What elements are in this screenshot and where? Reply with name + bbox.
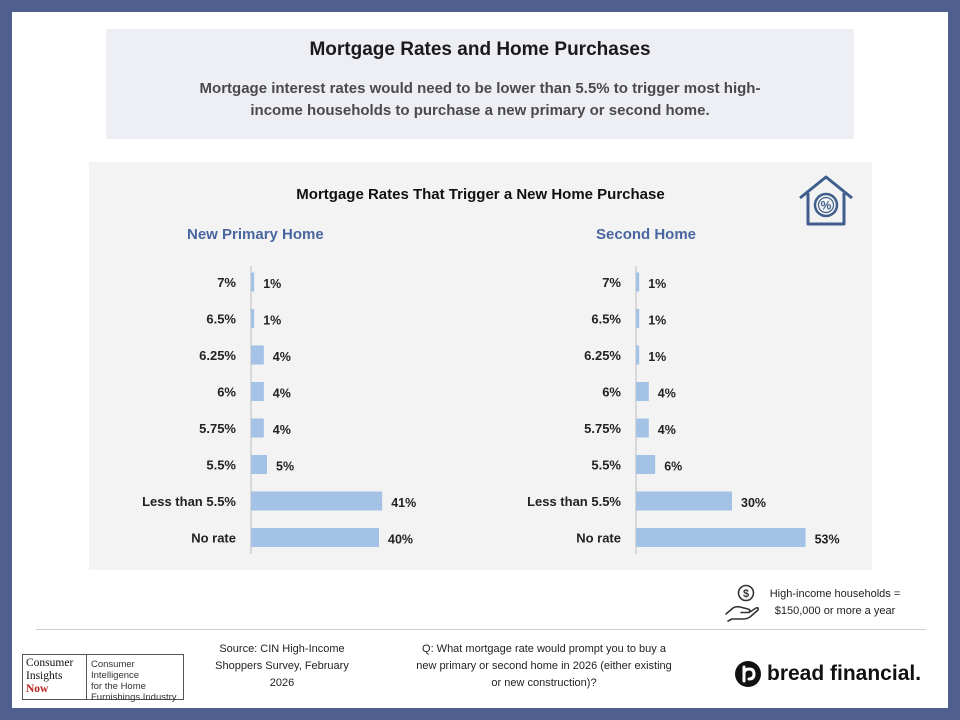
cin-logo-wordmark: Consumer Insights Now xyxy=(23,655,87,699)
data-label: 6% xyxy=(664,460,682,474)
category-label: 6.25% xyxy=(584,348,621,363)
house-percent-icon: % xyxy=(799,175,853,226)
cin-tag-3: Furnishings Industry xyxy=(91,692,177,703)
category-label: 6% xyxy=(602,385,621,400)
panel-heading-primary: New Primary Home xyxy=(187,226,324,243)
panel-heading-second: Second Home xyxy=(596,226,697,243)
header-box: Mortgage Rates and Home Purchases Mortga… xyxy=(106,29,854,139)
data-label: 4% xyxy=(658,423,676,437)
cin-tag-2: for the Home xyxy=(91,681,146,692)
income-note-line2: $150,000 or more a year xyxy=(774,605,896,617)
data-label: 41% xyxy=(391,496,416,510)
data-label: 1% xyxy=(648,314,666,328)
bar xyxy=(636,309,640,328)
bar xyxy=(251,491,383,511)
bar xyxy=(251,345,264,365)
bar xyxy=(636,528,806,547)
bar xyxy=(636,272,640,292)
bar xyxy=(636,491,732,511)
bread-financial-logo: bread financial. xyxy=(735,661,921,687)
category-label: No rate xyxy=(576,531,621,546)
bar xyxy=(636,382,649,401)
page-title: Mortgage Rates and Home Purchases xyxy=(309,39,651,60)
data-label: 4% xyxy=(273,387,291,401)
category-label: 6.5% xyxy=(206,312,236,327)
bread-financial-mark-icon xyxy=(735,661,761,687)
bar xyxy=(636,345,640,365)
data-label: 40% xyxy=(388,533,413,547)
bar xyxy=(251,309,255,328)
category-label: 5.5% xyxy=(206,458,236,473)
chart-panel: Mortgage Rates That Trigger a New Home P… xyxy=(89,162,872,570)
bar xyxy=(251,382,264,401)
bar xyxy=(636,455,656,474)
data-label: 4% xyxy=(273,350,291,364)
data-label: 30% xyxy=(741,496,766,510)
data-label: 1% xyxy=(263,314,281,328)
data-label: 1% xyxy=(648,277,666,291)
bar xyxy=(251,272,255,292)
category-label: 6.5% xyxy=(591,312,621,327)
chart-title: Mortgage Rates That Trigger a New Home P… xyxy=(296,186,665,203)
category-label: Less than 5.5% xyxy=(527,494,621,509)
category-label: No rate xyxy=(191,531,236,546)
data-label: 5% xyxy=(276,460,294,474)
data-label: 1% xyxy=(263,277,281,291)
cin-logo-word-1: Consumer xyxy=(26,657,74,669)
category-label: 6% xyxy=(217,385,236,400)
cin-logo-word-2: Insights xyxy=(26,670,63,682)
data-label: 4% xyxy=(273,423,291,437)
category-label: 7% xyxy=(602,275,621,290)
category-label: Less than 5.5% xyxy=(142,494,236,509)
svg-text:%: % xyxy=(821,199,832,213)
svg-text:$: $ xyxy=(743,588,749,600)
page-subtitle: Mortgage interest rates would need to be… xyxy=(199,80,761,119)
cin-tag-1: Consumer Intelligence xyxy=(91,659,140,681)
data-label: 1% xyxy=(648,350,666,364)
cin-logo: Consumer Insights Now Consumer Intellige… xyxy=(22,654,184,703)
bar xyxy=(636,418,649,438)
bread-financial-wordmark: bread financial. xyxy=(767,662,922,685)
data-label: 4% xyxy=(658,387,676,401)
cin-logo-tagline: Consumer Intelligence for the Home Furni… xyxy=(87,655,183,703)
category-label: 7% xyxy=(217,275,236,290)
bar-chart: 7% 1% 6.5% 1% 6.25% 4% 6% 4% 5.75% 4% 5.5% 5% Less t… xyxy=(142,266,840,554)
footer-divider xyxy=(36,629,926,630)
category-label: 5.5% xyxy=(591,458,621,473)
bar xyxy=(251,418,264,438)
data-label: 53% xyxy=(815,533,840,547)
survey-question: Q: What mortgage rate would prompt you t… xyxy=(416,643,672,689)
bar xyxy=(251,455,267,474)
source-note: Source: CIN High-Income Shoppers Survey,… xyxy=(215,643,349,689)
bar xyxy=(251,528,379,547)
income-note-line1: High-income households = xyxy=(769,588,901,600)
cin-logo-word-3: Now xyxy=(26,683,49,695)
category-label: 6.25% xyxy=(199,348,236,363)
income-note: High-income households = $150,000 or mor… xyxy=(760,586,910,620)
category-label: 5.75% xyxy=(199,421,236,436)
money-hand-icon: $ xyxy=(725,584,760,622)
category-label: 5.75% xyxy=(584,421,621,436)
